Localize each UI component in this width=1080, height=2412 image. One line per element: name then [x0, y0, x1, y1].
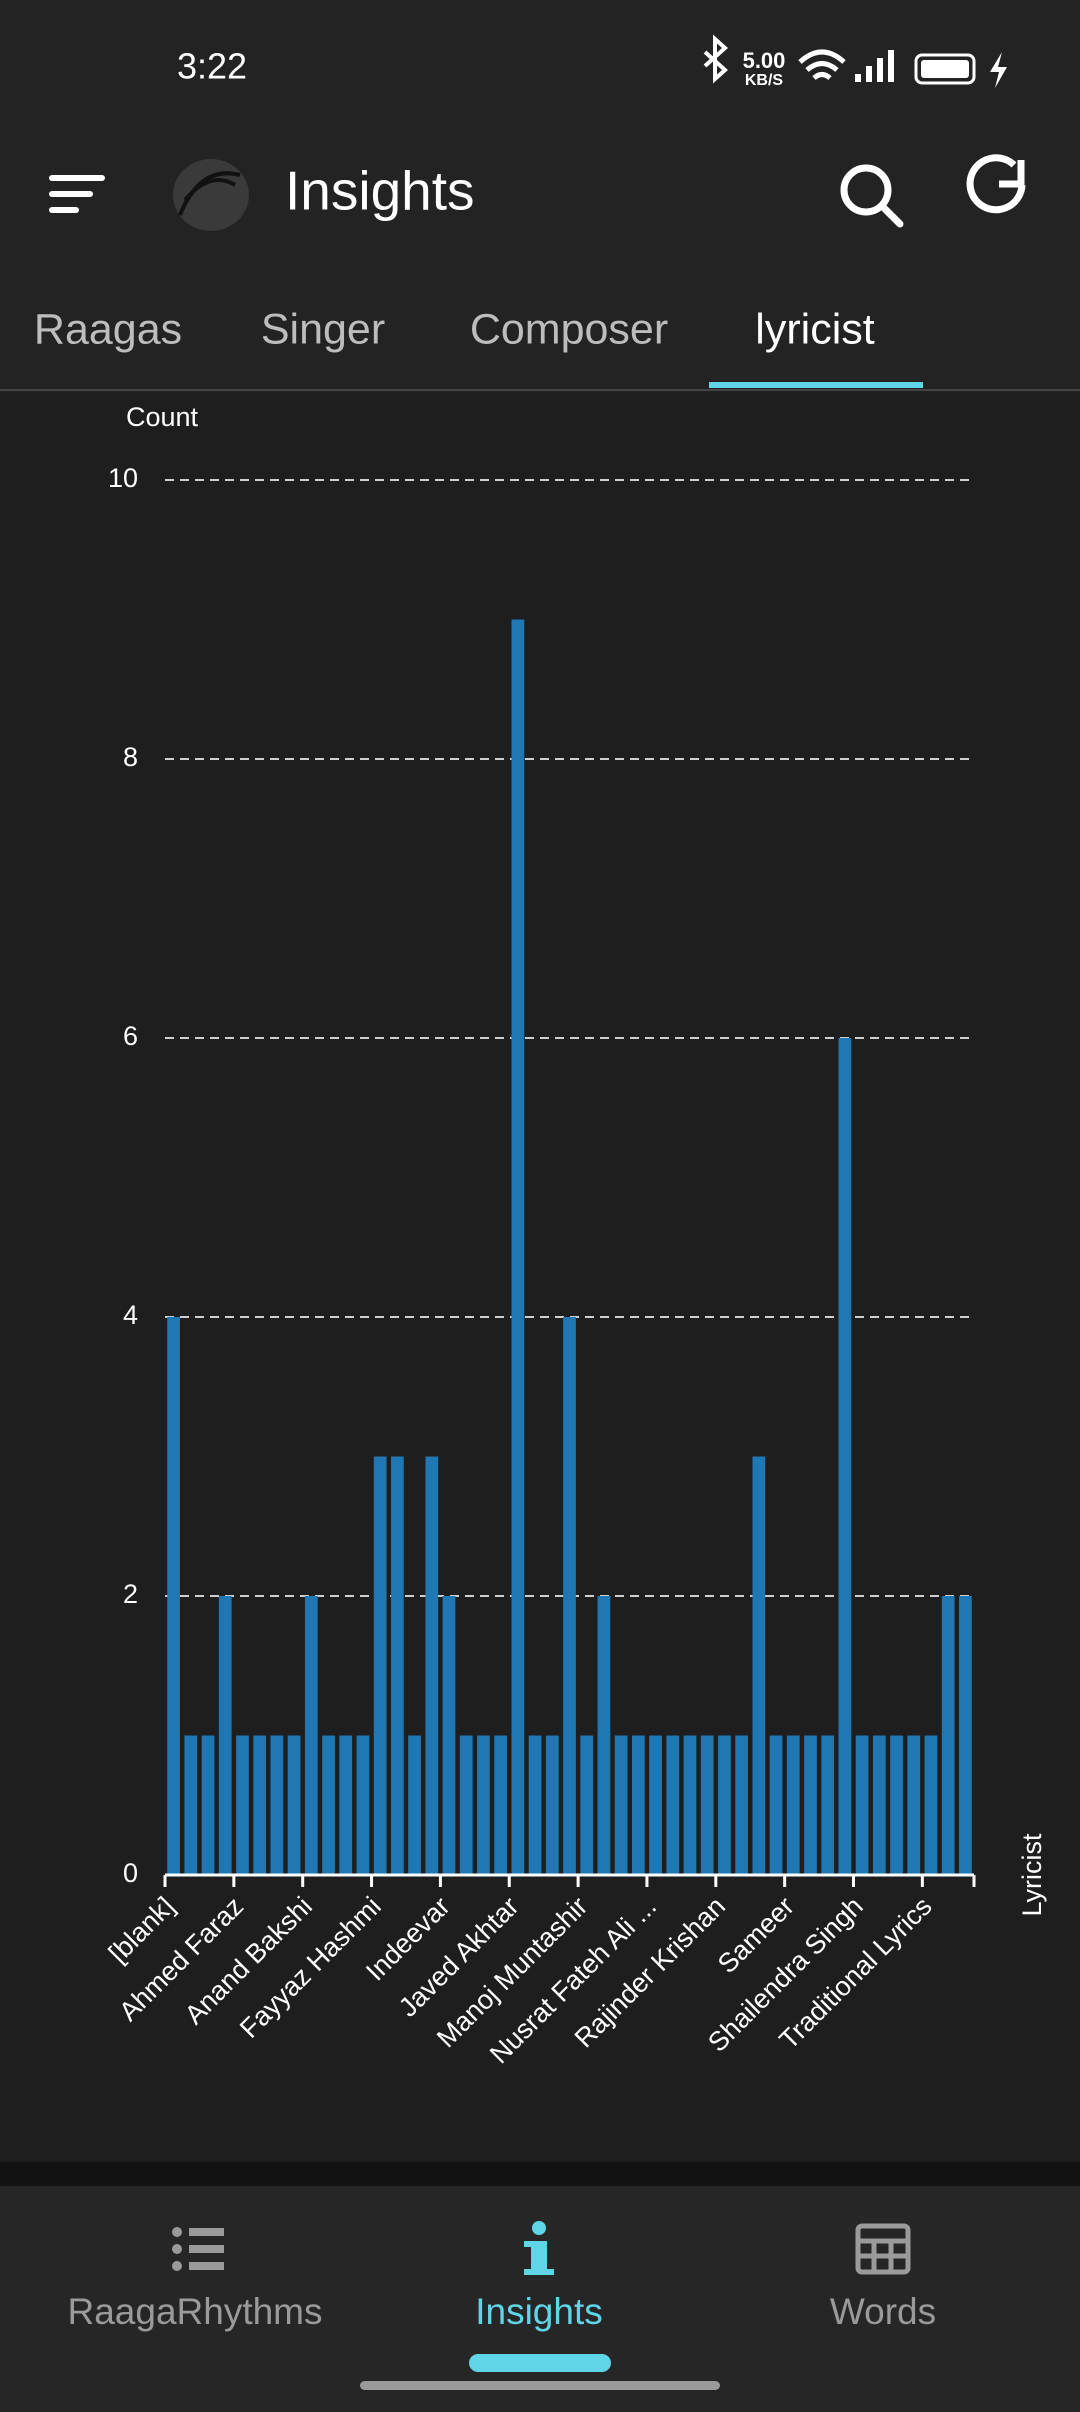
bar [236, 1735, 249, 1875]
table-icon [855, 2223, 911, 2275]
bar [425, 1456, 439, 1875]
bar [752, 1456, 766, 1875]
menu-button[interactable] [49, 175, 105, 213]
bar [649, 1735, 662, 1875]
bar [631, 1735, 645, 1875]
bar [683, 1735, 697, 1875]
bar [408, 1735, 421, 1875]
y-tick-label: 10 [108, 463, 138, 493]
bar [339, 1735, 353, 1875]
y-tick-label: 6 [123, 1021, 138, 1051]
net-speed: 5.00 [743, 48, 786, 73]
y-tick-label: 4 [123, 1300, 138, 1330]
bar [184, 1735, 198, 1875]
bar [786, 1735, 800, 1875]
bar [890, 1735, 903, 1875]
nav-indicator [469, 2354, 611, 2372]
bar [872, 1735, 886, 1875]
home-indicator [360, 2381, 720, 2390]
bar [580, 1735, 594, 1875]
bar [391, 1456, 404, 1875]
wifi-icon [798, 49, 846, 80]
bar [270, 1735, 284, 1875]
bar [167, 1317, 180, 1875]
bar [218, 1596, 232, 1875]
battery-level [921, 60, 969, 78]
nav-item[interactable]: Insights [475, 2291, 603, 2332]
search-button[interactable] [840, 164, 904, 228]
bar [442, 1596, 456, 1875]
bar [563, 1317, 576, 1875]
bar [907, 1735, 921, 1875]
x-axis-title: Lyricist [1017, 1833, 1047, 1917]
bluetooth-icon [703, 34, 728, 84]
bar [356, 1735, 370, 1875]
bar [597, 1596, 611, 1875]
tab[interactable]: Singer [261, 305, 385, 353]
nav-item[interactable]: RaagaRhythms [67, 2291, 322, 2332]
bar [253, 1735, 267, 1875]
signal-icon [855, 50, 894, 82]
bar [718, 1735, 731, 1875]
bar [201, 1735, 215, 1875]
bar [545, 1735, 559, 1875]
app-title: Insights [285, 160, 475, 222]
bar [959, 1596, 972, 1875]
bar [477, 1735, 490, 1875]
tab[interactable]: Composer [470, 305, 668, 353]
y-tick-label: 0 [123, 1858, 138, 1888]
bar [494, 1735, 508, 1875]
list-icon [172, 2227, 224, 2271]
bar [528, 1735, 542, 1875]
bar [322, 1735, 335, 1875]
divider [0, 2162, 1080, 2186]
bar [941, 1596, 955, 1875]
bar [855, 1735, 869, 1875]
bar [459, 1735, 473, 1875]
info-icon [524, 2221, 554, 2275]
battery-icon [914, 53, 976, 85]
y-axis-title: Count [126, 402, 199, 432]
bar [287, 1735, 301, 1875]
bar [769, 1735, 783, 1875]
bar [821, 1735, 835, 1875]
bar [700, 1735, 714, 1875]
tab-indicator [709, 382, 923, 388]
bar [373, 1456, 387, 1875]
bar [735, 1735, 748, 1875]
app-logo [173, 159, 249, 231]
bar [924, 1735, 938, 1875]
refresh-button[interactable] [966, 154, 1026, 214]
net-speed-unit: KB/S [745, 72, 784, 89]
bar [666, 1735, 680, 1875]
bar [614, 1735, 628, 1875]
bar [511, 619, 525, 1875]
nav-item[interactable]: Words [830, 2291, 936, 2332]
bar [838, 1038, 852, 1875]
bar [304, 1596, 318, 1875]
tab[interactable]: Raagas [34, 305, 182, 353]
y-tick-label: 2 [123, 1579, 138, 1609]
bar [804, 1735, 817, 1875]
charging-icon [990, 52, 1007, 88]
y-tick-label: 8 [123, 742, 138, 772]
tab[interactable]: lyricist [755, 305, 874, 353]
time: 3:22 [177, 46, 247, 87]
